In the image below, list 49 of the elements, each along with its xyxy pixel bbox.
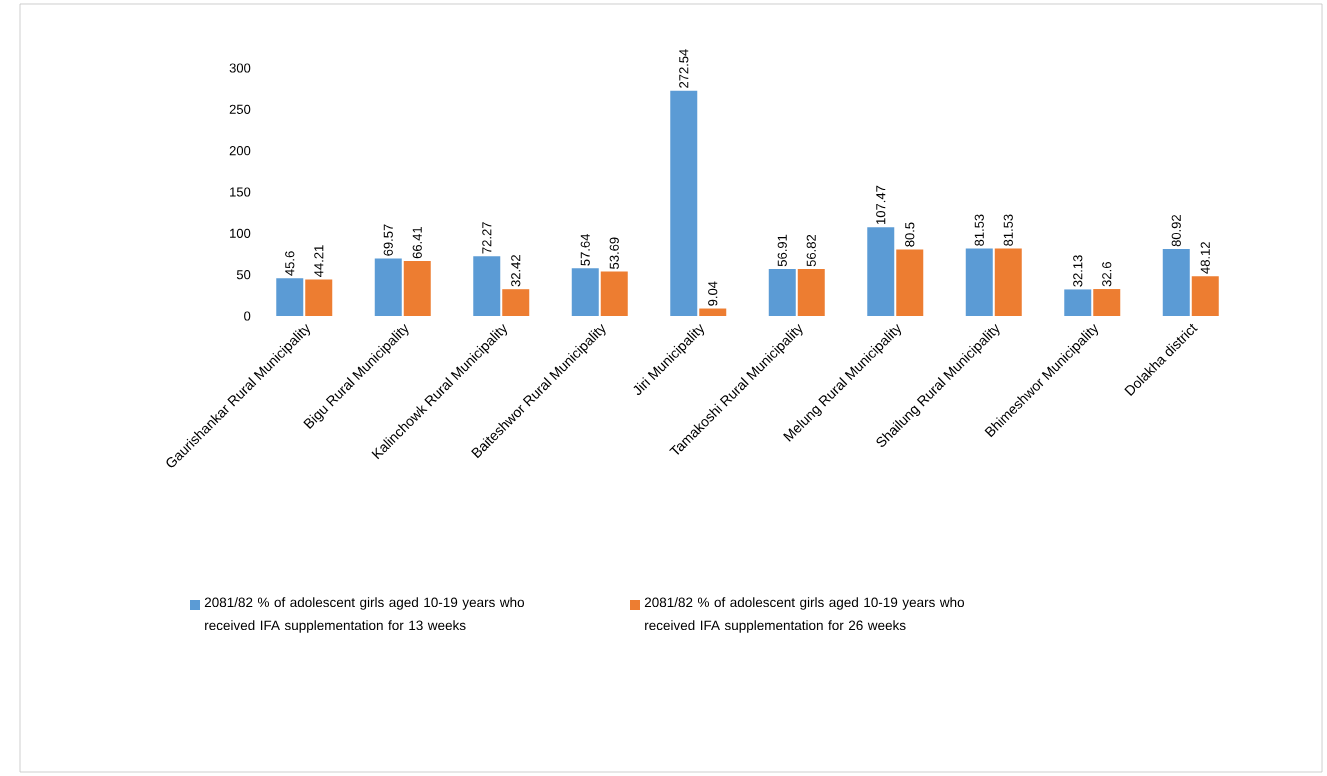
data-label: 32.42 [511, 255, 521, 287]
data-label: 56.91 [777, 234, 787, 267]
data-label: 66.41 [412, 227, 422, 259]
y-tick-label: 100 [230, 228, 251, 238]
data-label: 72.27 [482, 222, 492, 254]
bar [1064, 289, 1092, 316]
bar [403, 261, 431, 316]
y-tick-label: 200 [229, 146, 251, 156]
bar [670, 90, 698, 316]
data-label: 56.82 [806, 234, 816, 267]
y-tick-label: 250 [229, 104, 251, 114]
data-label: 32.13 [1073, 255, 1083, 287]
y-tick-label: 150 [230, 187, 251, 197]
data-label: 9.04 [708, 281, 718, 306]
bar [502, 289, 530, 316]
bar [867, 227, 895, 316]
data-label: 272.54 [679, 49, 689, 88]
data-label: 81.53 [974, 214, 984, 246]
bar [994, 248, 1022, 316]
bar [600, 271, 628, 316]
data-label: 107.47 [876, 185, 886, 224]
legend-label: 2081/82 % of adolescent girls aged 10-19 years who received IFA supplementation for 26 weeks [644, 597, 965, 633]
bar [699, 308, 727, 316]
data-label: 53.69 [609, 237, 619, 269]
bar [374, 258, 402, 316]
data-label: 69.57 [383, 224, 393, 256]
bar [571, 268, 599, 316]
bar [1191, 276, 1219, 316]
data-label: 44.21 [314, 245, 324, 277]
bar [305, 279, 333, 316]
bar [797, 269, 825, 316]
bar [965, 248, 993, 316]
bar [896, 249, 924, 316]
data-label: 80.5 [905, 222, 915, 247]
bar [473, 256, 501, 316]
y-tick-label: 50 [236, 270, 251, 280]
data-label: 80.92 [1171, 215, 1181, 247]
data-label: 57.64 [580, 234, 590, 266]
y-tick-label: 0 [244, 311, 251, 321]
data-label: 32.6 [1102, 262, 1112, 287]
data-label: 48.12 [1200, 242, 1210, 274]
bar [1093, 289, 1121, 316]
bar [276, 278, 304, 316]
bar [768, 268, 796, 316]
data-label: 45.6 [285, 251, 295, 276]
data-label: 81.53 [1003, 214, 1013, 246]
y-tick-label: 300 [229, 63, 251, 73]
legend-label: 2081/82 % of adolescent girls aged 10-19 years who received IFA supplementation for 13 weeks [204, 597, 525, 633]
bar [1162, 249, 1190, 316]
